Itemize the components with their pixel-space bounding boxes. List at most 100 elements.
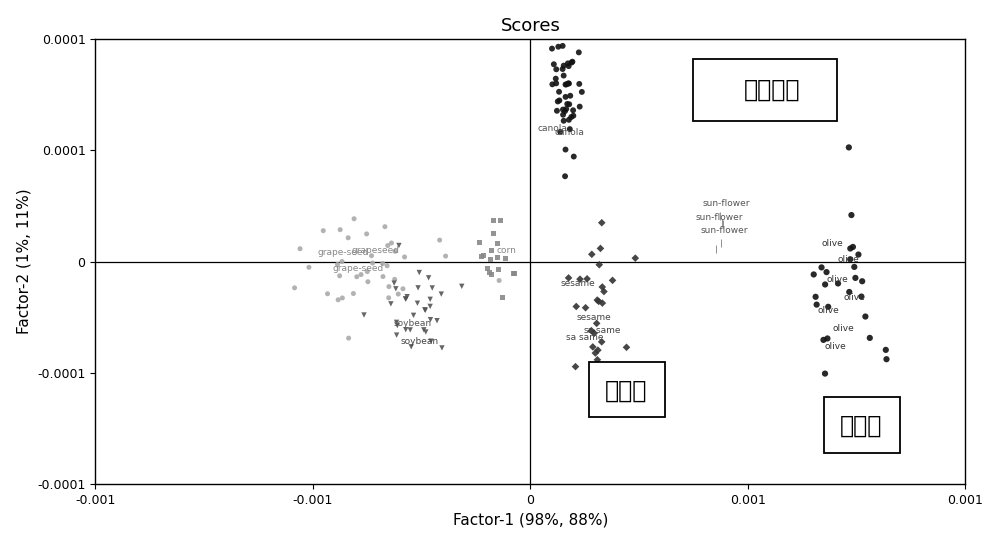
Text: grape-seed: grape-seed [318, 248, 369, 257]
Point [551, 88, 567, 96]
Text: soybean: soybean [394, 319, 432, 329]
Text: sesame: sesame [561, 279, 596, 288]
Text: olive: olive [833, 324, 854, 333]
Point [484, 270, 500, 279]
Point [424, 283, 440, 292]
Point [493, 216, 509, 225]
Point [390, 290, 406, 299]
Point [572, 102, 588, 111]
Title: Scores: Scores [500, 17, 560, 35]
Point [434, 344, 450, 353]
Point [564, 58, 580, 67]
Point [480, 264, 496, 273]
Point [483, 246, 499, 255]
Point [819, 334, 835, 343]
Point [417, 306, 433, 314]
Point [375, 272, 391, 281]
Point [555, 41, 571, 50]
Point [560, 59, 576, 67]
Point [398, 295, 414, 304]
Point [566, 152, 582, 161]
Point [340, 233, 356, 242]
Point [589, 355, 605, 364]
Point [474, 252, 490, 261]
Text: canola: canola [537, 123, 567, 133]
Point [359, 267, 375, 276]
Point [579, 274, 595, 283]
Point [561, 274, 577, 282]
Point [301, 263, 317, 271]
Point [558, 80, 574, 89]
Text: 橄榄油: 橄榄油 [840, 414, 882, 438]
Point [550, 42, 566, 51]
Text: olive: olive [837, 255, 859, 264]
Point [853, 292, 869, 301]
Point [841, 143, 857, 152]
Point [429, 317, 445, 325]
Point [605, 276, 621, 285]
Point [482, 255, 498, 263]
Point [842, 255, 858, 264]
Point [380, 241, 396, 250]
Point [556, 71, 572, 80]
Point [562, 125, 578, 133]
Text: canola: canola [555, 128, 584, 137]
Point [571, 79, 587, 88]
Point [592, 244, 608, 253]
Point [555, 65, 571, 73]
Point [423, 337, 439, 345]
Point [563, 113, 579, 121]
Point [561, 100, 577, 109]
Point [565, 106, 581, 115]
Point [557, 172, 573, 181]
Point [557, 107, 573, 115]
Point [587, 370, 603, 379]
Point [846, 263, 862, 271]
Point [544, 80, 560, 89]
Text: sun-flower: sun-flower [700, 226, 748, 235]
Point [806, 270, 822, 279]
Point [381, 293, 397, 302]
Text: sesame: sesame [576, 313, 611, 322]
Point [819, 268, 835, 276]
Point [548, 75, 564, 83]
Text: grapeseed: grapeseed [352, 246, 400, 255]
Text: soybean: soybean [400, 337, 438, 346]
Point [809, 300, 825, 309]
Point [556, 61, 572, 70]
Point [506, 269, 522, 277]
Point [411, 268, 427, 277]
Point [559, 100, 575, 108]
Point [389, 318, 405, 327]
Point [330, 295, 346, 304]
Text: olive: olive [817, 306, 839, 315]
Point [377, 222, 393, 231]
Point [397, 252, 413, 261]
Point [857, 312, 873, 321]
Point [715, 219, 731, 228]
Point [594, 283, 610, 292]
Point [850, 250, 866, 259]
Point [565, 112, 581, 120]
Point [558, 145, 574, 154]
Point [418, 327, 434, 336]
Point [568, 362, 584, 371]
Point [589, 319, 605, 327]
Point [398, 295, 414, 304]
Point [353, 270, 369, 279]
Point [561, 115, 577, 124]
Y-axis label: Factor-2 (1%, 11%): Factor-2 (1%, 11%) [17, 189, 32, 335]
Point [847, 274, 863, 282]
Point [356, 311, 372, 319]
Point [497, 255, 513, 263]
Point [560, 79, 576, 88]
Text: corn: corn [496, 246, 516, 255]
Point [551, 96, 567, 105]
Point [395, 285, 411, 293]
Point [594, 337, 610, 346]
Point [578, 304, 594, 312]
Text: sa same: sa same [566, 333, 603, 342]
Point [584, 250, 600, 258]
Point [495, 293, 511, 301]
Point [381, 282, 397, 291]
